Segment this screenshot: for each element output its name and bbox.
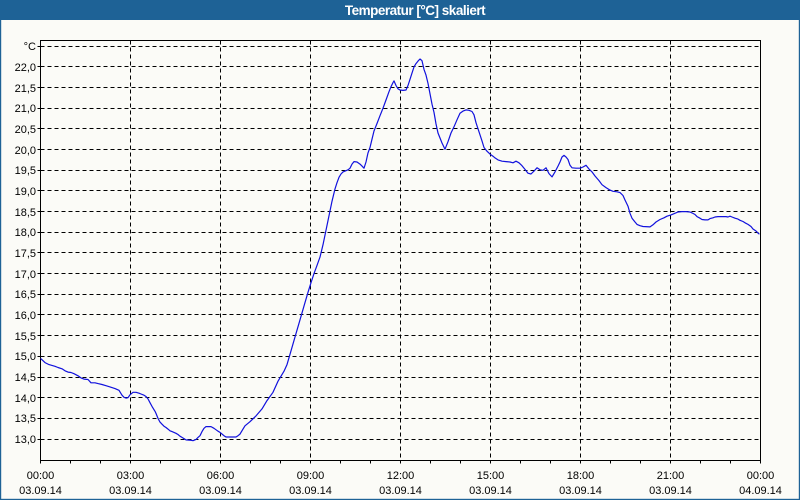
svg-text:20,0: 20,0: [15, 145, 36, 157]
svg-text:03.09.14: 03.09.14: [469, 485, 512, 497]
svg-text:00:00: 00:00: [27, 470, 55, 482]
svg-text:14,0: 14,0: [15, 393, 36, 405]
svg-text:17,0: 17,0: [15, 269, 36, 281]
svg-text:03.09.14: 03.09.14: [649, 485, 692, 497]
svg-text:04.09.14: 04.09.14: [739, 485, 782, 497]
svg-text:21,5: 21,5: [15, 83, 36, 95]
svg-text:09:00: 09:00: [297, 470, 325, 482]
svg-text:00:00: 00:00: [747, 470, 775, 482]
svg-text:03.09.14: 03.09.14: [379, 485, 422, 497]
svg-text:12:00: 12:00: [387, 470, 415, 482]
svg-text:06:00: 06:00: [207, 470, 235, 482]
svg-text:03.09.14: 03.09.14: [109, 485, 152, 497]
svg-text:03.09.14: 03.09.14: [559, 485, 602, 497]
svg-text:18:00: 18:00: [567, 470, 595, 482]
svg-text:13,0: 13,0: [15, 434, 36, 446]
svg-text:03.09.14: 03.09.14: [289, 485, 332, 497]
svg-text:16,0: 16,0: [15, 310, 36, 322]
svg-text:03.09.14: 03.09.14: [19, 485, 62, 497]
svg-text:Temperatur [°C] skaliert: Temperatur [°C] skaliert: [345, 3, 486, 18]
svg-text:17,5: 17,5: [15, 248, 36, 260]
svg-text:19,0: 19,0: [15, 186, 36, 198]
svg-text:16,5: 16,5: [15, 289, 36, 301]
svg-text:15,5: 15,5: [15, 331, 36, 343]
svg-text:21,0: 21,0: [15, 103, 36, 115]
svg-text:°C: °C: [24, 41, 36, 53]
svg-text:03.09.14: 03.09.14: [199, 485, 242, 497]
svg-text:15:00: 15:00: [477, 470, 505, 482]
svg-text:18,5: 18,5: [15, 207, 36, 219]
svg-text:13,5: 13,5: [15, 413, 36, 425]
svg-text:22,0: 22,0: [15, 62, 36, 74]
svg-text:03:00: 03:00: [117, 470, 145, 482]
svg-text:19,5: 19,5: [15, 165, 36, 177]
svg-text:15,0: 15,0: [15, 351, 36, 363]
svg-text:20,5: 20,5: [15, 124, 36, 136]
svg-text:14,5: 14,5: [15, 372, 36, 384]
svg-text:18,0: 18,0: [15, 227, 36, 239]
svg-text:21:00: 21:00: [657, 470, 685, 482]
